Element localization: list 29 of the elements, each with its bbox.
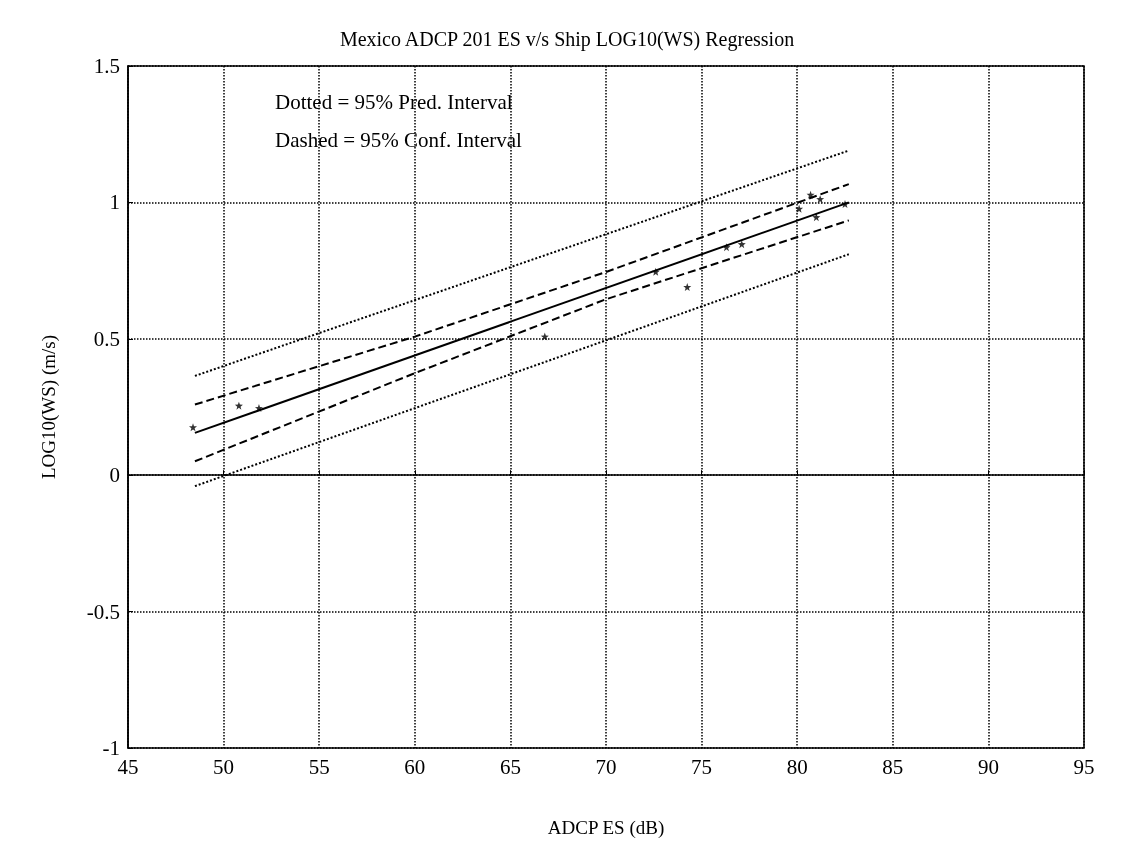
y-axis-title: LOG10(WS) (m/s) bbox=[38, 334, 60, 480]
annotation: Dotted = 95% Pred. Interval bbox=[275, 89, 513, 114]
x-tick-label: 85 bbox=[882, 754, 904, 779]
x-tick-label: 80 bbox=[786, 754, 808, 779]
point bbox=[795, 204, 804, 213]
x-tick-label: 65 bbox=[499, 754, 521, 779]
y-tick-label: 1 bbox=[109, 190, 120, 215]
point bbox=[812, 213, 821, 222]
x-tick-label: 50 bbox=[213, 754, 235, 779]
point bbox=[189, 423, 198, 432]
x-tick-label: 70 bbox=[595, 754, 617, 779]
x-axis-title: ADCP ES (dB) bbox=[547, 817, 665, 839]
x-tick-label: 90 bbox=[977, 754, 999, 779]
point bbox=[234, 401, 243, 410]
y-tick-label: 0 bbox=[109, 463, 120, 488]
point bbox=[683, 282, 692, 291]
point bbox=[737, 240, 746, 249]
y-tick-label: -0.5 bbox=[86, 599, 120, 624]
x-tick-label: 95 bbox=[1073, 754, 1095, 779]
annotation: Dashed = 95% Conf. Interval bbox=[275, 127, 523, 152]
chart-title: Mexico ADCP 201 ES v/s Ship LOG10(WS) Regression bbox=[339, 28, 795, 51]
y-tick-label: 0.5 bbox=[93, 326, 120, 351]
x-tick-label: 55 bbox=[308, 754, 330, 779]
point bbox=[816, 195, 825, 204]
x-tick-label: 75 bbox=[691, 754, 713, 779]
y-tick-label: -1 bbox=[102, 736, 120, 760]
x-tick-label: 60 bbox=[404, 754, 426, 779]
y-tick-label: 1.5 bbox=[93, 54, 120, 78]
x-tick-label: 45 bbox=[117, 754, 139, 779]
